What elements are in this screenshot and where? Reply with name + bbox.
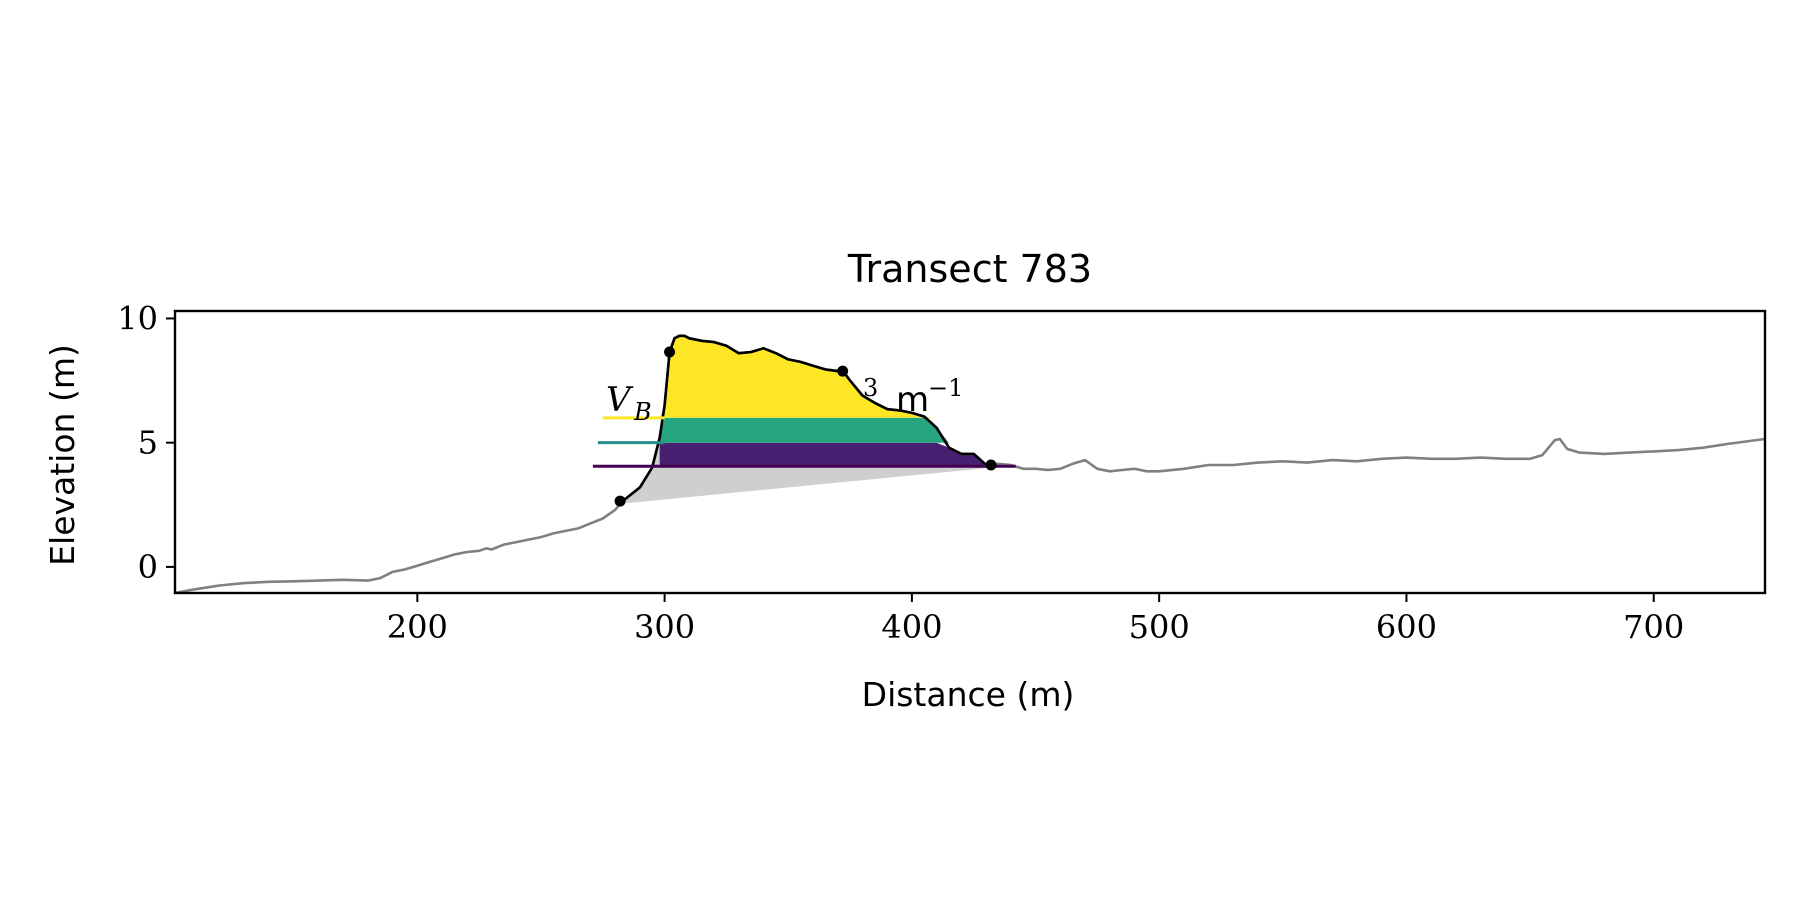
x-axis-label: Distance (m) — [862, 675, 1075, 714]
y-tick-label: 10 — [117, 299, 158, 337]
landmark-toe-point — [614, 495, 626, 507]
x-axis-ticks: 200 300 400 500 600 700 — [387, 593, 1684, 646]
y-tick-label: 0 — [138, 548, 158, 586]
y-axis-ticks: 0 5 10 — [117, 299, 175, 586]
volume-band-low — [659, 442, 1016, 467]
plot-frame — [173, 309, 1767, 595]
annotation-v-subscript: B — [633, 398, 652, 426]
x-tick-label: 600 — [1376, 608, 1437, 646]
volume-band-high — [659, 335, 1016, 418]
annotation-v-label: V — [606, 380, 634, 420]
annotation-unit: m — [896, 380, 929, 420]
chart-title: Transect 783 — [847, 247, 1092, 291]
x-tick-label: 700 — [1623, 608, 1684, 646]
landmark-heel-point — [837, 365, 849, 377]
x-tick-label: 300 — [634, 608, 695, 646]
x-tick-label: 200 — [387, 608, 448, 646]
x-tick-label: 500 — [1129, 608, 1190, 646]
y-axis-label: Elevation (m) — [43, 344, 82, 566]
base-wedge-fill — [622, 437, 1006, 504]
volume-band-mid — [659, 417, 1016, 443]
landmark-crest-point — [664, 346, 676, 358]
landmark-back-toe-point — [985, 459, 997, 471]
plot-area — [175, 334, 1765, 593]
x-tick-label: 400 — [881, 608, 942, 646]
dune-outline — [621, 334, 987, 503]
annotation-exponent: 3 — [863, 374, 878, 402]
annotation-unit-exponent: −1 — [928, 374, 963, 402]
y-tick-label: 5 — [138, 424, 158, 462]
volume-annotation: V B 3 m−1 — [606, 374, 963, 426]
